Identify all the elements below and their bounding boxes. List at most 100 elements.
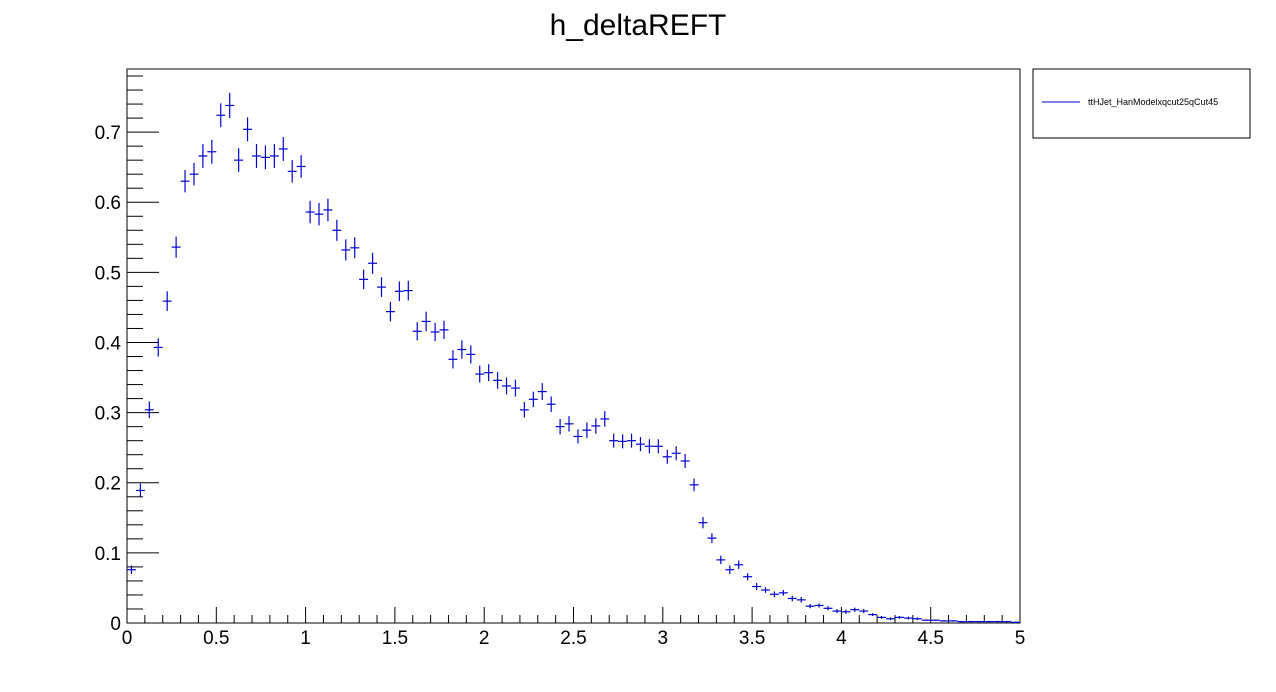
data-point [698, 517, 708, 529]
data-point [287, 160, 297, 183]
data-point [127, 565, 136, 574]
x-tick-label: 2 [479, 628, 490, 649]
data-point [457, 340, 467, 359]
x-axis: 0 0.5 1 1.5 2 2.5 3 3.5 4 4.5 5 [122, 607, 1025, 649]
data-point [484, 364, 494, 382]
data-point [1011, 621, 1020, 623]
data-point [189, 162, 199, 186]
data-point [323, 198, 333, 222]
data-point [769, 591, 779, 598]
data-point [975, 620, 985, 623]
data-point [510, 379, 520, 397]
data-point [796, 597, 806, 603]
data-point [234, 148, 244, 173]
data-point [305, 200, 315, 224]
data-point [260, 145, 270, 170]
x-tick-label: 0 [122, 628, 133, 649]
data-point [752, 583, 762, 591]
y-axis: 0 0.1 0.2 0.3 0.4 0.5 0.6 0.7 [95, 75, 159, 635]
data-point [734, 560, 744, 570]
data-point [350, 237, 360, 259]
data-point [162, 291, 172, 311]
x-tick-label: 0.5 [203, 628, 229, 649]
data-point [993, 620, 1003, 623]
data-point [252, 144, 261, 168]
data-point [636, 437, 645, 452]
data-point [448, 350, 458, 369]
y-tick-label: 0.3 [95, 404, 121, 425]
data-point [689, 478, 699, 492]
data-point [430, 322, 440, 342]
data-point [171, 236, 181, 258]
data-point [805, 604, 815, 609]
x-tick-label: 4.5 [917, 628, 943, 649]
data-point [412, 322, 422, 341]
data-point [377, 277, 386, 297]
data-point [1002, 620, 1012, 623]
data-point [207, 139, 217, 164]
data-point [368, 252, 378, 274]
data-point [761, 587, 770, 593]
legend: ttHJet_HanModelxqcut25qCut45 [1032, 68, 1251, 139]
data-point [269, 144, 279, 168]
x-tick-label: 2.5 [560, 628, 586, 649]
data-point [653, 439, 663, 454]
data-point [466, 345, 476, 364]
y-tick-label: 0.5 [95, 263, 121, 284]
data-point [225, 92, 235, 119]
data-point [591, 418, 601, 434]
data-point [564, 416, 574, 432]
data-point [823, 606, 833, 611]
data-point [144, 401, 154, 419]
data-point [421, 311, 431, 332]
data-point [332, 219, 342, 241]
data-point [627, 433, 637, 448]
data-point [814, 603, 824, 608]
data-point [948, 620, 958, 622]
data-point [644, 439, 654, 454]
data-point [725, 565, 735, 574]
data-point [921, 619, 931, 621]
data-point [546, 396, 556, 412]
plot-frame [126, 68, 1021, 624]
data-point [850, 607, 860, 612]
data-point [787, 595, 797, 602]
data-point [841, 609, 851, 614]
y-tick-label: 0.6 [95, 193, 121, 214]
data-point [680, 453, 690, 469]
data-point [939, 620, 949, 622]
data-point [912, 617, 922, 621]
data-point [886, 617, 895, 621]
data-point [216, 103, 226, 128]
legend-box [1032, 68, 1251, 139]
data-point [868, 613, 878, 616]
y-tick-label: 0.7 [95, 123, 121, 144]
data-point [555, 418, 565, 435]
data-point [135, 483, 145, 498]
data-point [493, 371, 503, 389]
x-tick-label: 3 [658, 628, 669, 649]
data-point [662, 449, 672, 464]
data-point [930, 619, 940, 621]
data-point [671, 446, 681, 461]
data-point [296, 155, 306, 178]
data-point [984, 620, 994, 623]
data-point [153, 338, 163, 357]
data-point [341, 239, 351, 261]
data-point [894, 615, 904, 619]
data-point [278, 137, 288, 161]
data-point [439, 320, 449, 339]
y-tick-label: 0.2 [95, 474, 121, 495]
data-point [394, 281, 404, 302]
data-point [359, 269, 369, 290]
chart-title: h_deltaREFT [550, 9, 727, 42]
y-tick-label: 0.4 [95, 333, 122, 354]
data-point [385, 301, 395, 322]
data-point [198, 144, 208, 168]
data-point [582, 422, 592, 438]
data-point [716, 555, 726, 565]
data-point [502, 377, 511, 395]
data-point [609, 433, 619, 448]
data-point [707, 533, 717, 544]
